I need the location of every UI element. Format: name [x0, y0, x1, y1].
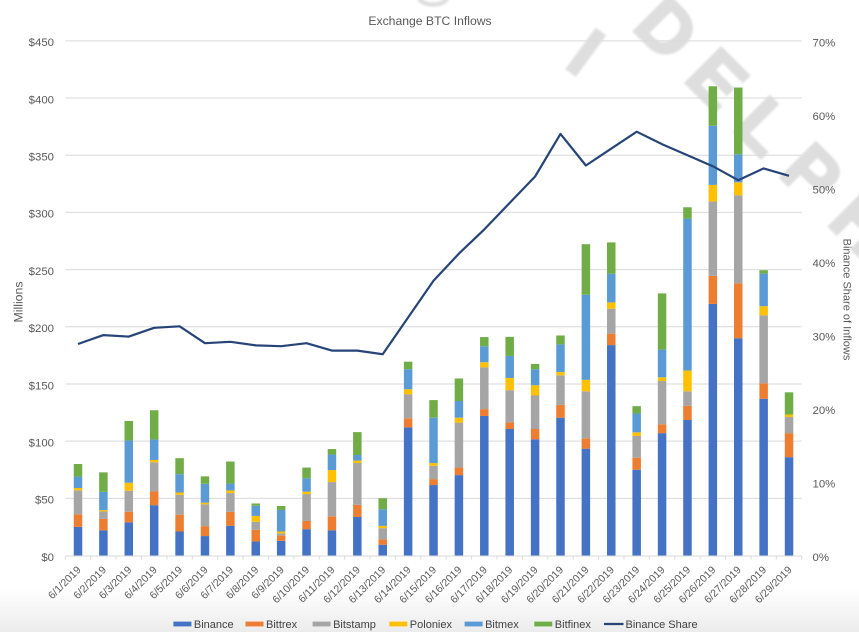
svg-text:0%: 0%: [813, 552, 829, 564]
svg-text:Bitmex: Bitmex: [485, 619, 519, 631]
svg-text:Bitfinex: Bitfinex: [555, 619, 592, 631]
svg-text:Binance Share of Inflows: Binance Share of Inflows: [841, 239, 853, 361]
svg-text:$400: $400: [29, 94, 54, 106]
svg-text:Millions: Millions: [12, 282, 26, 323]
svg-text:Binance: Binance: [194, 619, 234, 631]
svg-text:$450: $450: [29, 37, 54, 49]
svg-text:$250: $250: [29, 266, 54, 278]
svg-text:30%: 30%: [813, 331, 836, 343]
svg-text:40%: 40%: [813, 258, 836, 270]
svg-text:$300: $300: [29, 209, 54, 221]
svg-text:70%: 70%: [813, 38, 836, 50]
svg-text:$350: $350: [29, 152, 54, 164]
svg-text:$0: $0: [41, 552, 54, 564]
svg-text:50%: 50%: [813, 185, 836, 197]
svg-text:$100: $100: [29, 437, 54, 449]
svg-text:$150: $150: [29, 380, 54, 392]
svg-text:Poloniex: Poloniex: [410, 619, 453, 631]
svg-text:$50: $50: [35, 495, 54, 507]
svg-text:Exchange BTC Inflows: Exchange BTC Inflows: [368, 14, 491, 28]
svg-text:10%: 10%: [813, 478, 836, 490]
svg-text:$200: $200: [29, 323, 54, 335]
svg-text:20%: 20%: [813, 405, 836, 417]
svg-text:Bitstamp: Bitstamp: [333, 619, 376, 631]
svg-text:Bittrex: Bittrex: [266, 619, 298, 631]
svg-text:60%: 60%: [813, 111, 836, 123]
svg-text:Binance Share: Binance Share: [626, 619, 698, 631]
